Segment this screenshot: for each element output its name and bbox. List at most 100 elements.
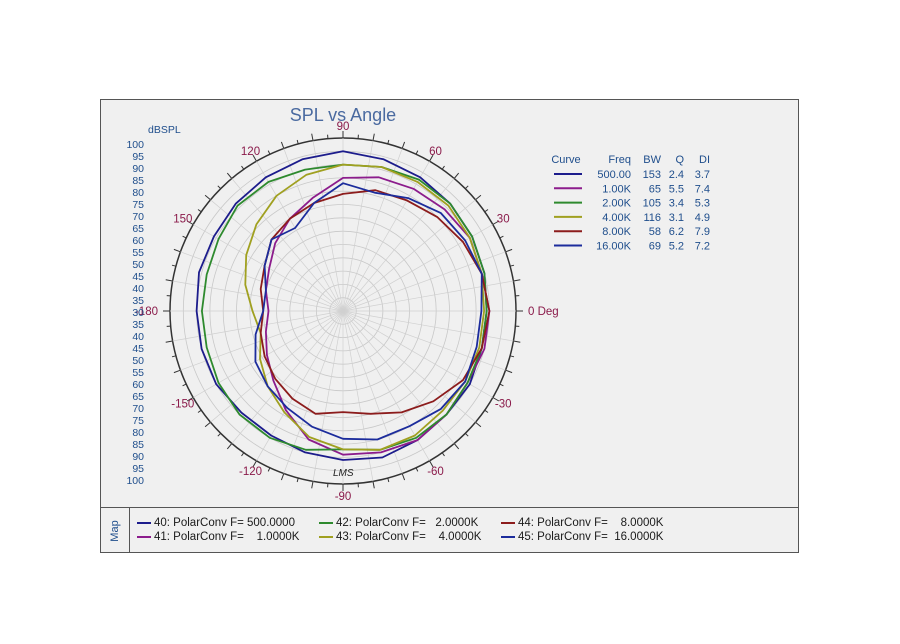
table-cell: 5.2: [669, 241, 684, 253]
map-label: Map: [109, 519, 121, 542]
chart-window: SPL vs Angle 0 Deg 30 60 90 120 150 -180 -150 -12…: [100, 99, 799, 553]
outer-tick: [241, 165, 245, 170]
outer-tick: [296, 139, 299, 145]
outer-tick: [441, 452, 445, 457]
outer-tick: [387, 477, 390, 483]
angle-label: -90: [335, 491, 352, 503]
table-cell: 153: [643, 169, 661, 181]
polar-grid: [163, 131, 523, 491]
angle-label: -120: [239, 466, 262, 478]
grid-spoke: [256, 161, 344, 312]
radial-tick-label: 45: [132, 343, 144, 355]
outer-tick: [217, 185, 222, 190]
radial-tick-label: 60: [132, 379, 144, 391]
grid-spoke: [342, 310, 455, 444]
grid-spoke: [342, 161, 430, 312]
grid-spoke: [312, 310, 344, 482]
outer-tick: [475, 421, 482, 428]
outer-tick: [241, 452, 245, 457]
grid-spoke: [210, 199, 344, 312]
outer-tick: [387, 139, 390, 145]
radial-tick-label: 70: [132, 211, 144, 223]
outer-tick: [296, 477, 299, 483]
outer-tick: [267, 467, 271, 472]
table-cell: 105: [643, 198, 661, 210]
outer-tick: [513, 340, 521, 343]
outer-tick: [415, 467, 419, 472]
map-entry-text: 43: PolarConv F= 4.0000K: [336, 531, 482, 543]
map-entry: 41: PolarConv F= 1.0000K: [137, 531, 299, 543]
outer-tick: [182, 383, 187, 387]
outer-tick: [492, 220, 500, 225]
outer-tick: [165, 340, 173, 343]
outer-tick: [513, 279, 521, 282]
angle-label: -30: [495, 399, 512, 411]
radial-tick-label: 80: [132, 187, 144, 199]
radial-tick-label: 65: [132, 391, 144, 403]
grid-spoke: [283, 148, 344, 312]
radial-tick-label: 70: [132, 403, 144, 415]
map-swatch: [319, 535, 333, 538]
table-cell: 6.2: [669, 226, 684, 238]
outer-tick: [186, 220, 194, 225]
radial-tick-label: 90: [132, 451, 144, 463]
angle-label: 120: [241, 146, 260, 158]
outer-tick: [217, 432, 222, 437]
outer-tick: [484, 209, 489, 213]
map-swatch: [319, 521, 333, 524]
outer-tick: [441, 165, 445, 170]
outer-tick: [280, 141, 285, 149]
radial-tick-label: 50: [132, 355, 144, 367]
outer-tick: [484, 409, 489, 413]
map-entry-text: 44: PolarConv F= 8.0000K: [518, 517, 664, 529]
outer-tick: [173, 248, 181, 253]
outer-tick: [197, 409, 202, 413]
map-entry-text: 42: PolarConv F= 2.0000K: [336, 517, 479, 529]
outer-tick: [475, 194, 482, 201]
map-entry: 43: PolarConv F= 4.0000K: [319, 531, 481, 543]
outer-tick: [173, 369, 181, 374]
grid-spoke: [342, 224, 493, 312]
curves: [195, 150, 491, 461]
outer-tick: [311, 481, 314, 489]
table-cell: 3.4: [669, 198, 684, 210]
outer-tick: [453, 172, 460, 179]
outer-tick: [464, 432, 469, 437]
radial-tick-label: 95: [132, 151, 144, 163]
series-line-41: [265, 176, 491, 456]
series-line-43: [244, 163, 485, 451]
radial-axis-label: dBSPL: [148, 124, 181, 136]
table-header: DI: [699, 154, 710, 166]
outer-tick: [204, 194, 211, 201]
angle-label: 0 Deg: [528, 306, 559, 318]
plot-panel: SPL vs Angle 0 Deg 30 60 90 120 150 -180 -150 -12…: [101, 100, 798, 507]
table-header: Curve: [551, 154, 580, 166]
table-cell: 65: [649, 183, 661, 195]
table-cell: 3.1: [669, 212, 684, 224]
outer-tick: [509, 355, 515, 358]
table-cell: 4.9: [695, 212, 710, 224]
outer-tick: [165, 279, 173, 282]
outer-tick: [252, 154, 257, 162]
outer-tick: [226, 172, 233, 179]
angle-label: 30: [497, 214, 510, 226]
series-line-45: [254, 182, 483, 441]
outer-tick: [171, 264, 177, 267]
outer-tick: [492, 397, 500, 402]
map-entry: 40: PolarConv F= 500.0000: [137, 517, 295, 529]
outer-tick: [429, 154, 434, 162]
table-cell: 116: [643, 212, 661, 224]
angle-label: 90: [337, 121, 350, 133]
angle-label: -180: [135, 306, 158, 318]
outer-tick: [499, 383, 504, 387]
map-panel: Map 40: PolarConv F= 500.0000 41: PolarCo…: [101, 507, 798, 553]
table-cell: 58: [649, 226, 661, 238]
table-cell: 500.00: [597, 169, 631, 181]
radial-tick-label: 85: [132, 439, 144, 451]
angle-label: -60: [427, 466, 444, 478]
table-cell: 69: [649, 241, 661, 253]
angle-label: 60: [429, 146, 442, 158]
map-entry: 44: PolarConv F= 8.0000K: [501, 517, 663, 529]
angle-label: -150: [171, 399, 194, 411]
radial-tick-label: 80: [132, 427, 144, 439]
